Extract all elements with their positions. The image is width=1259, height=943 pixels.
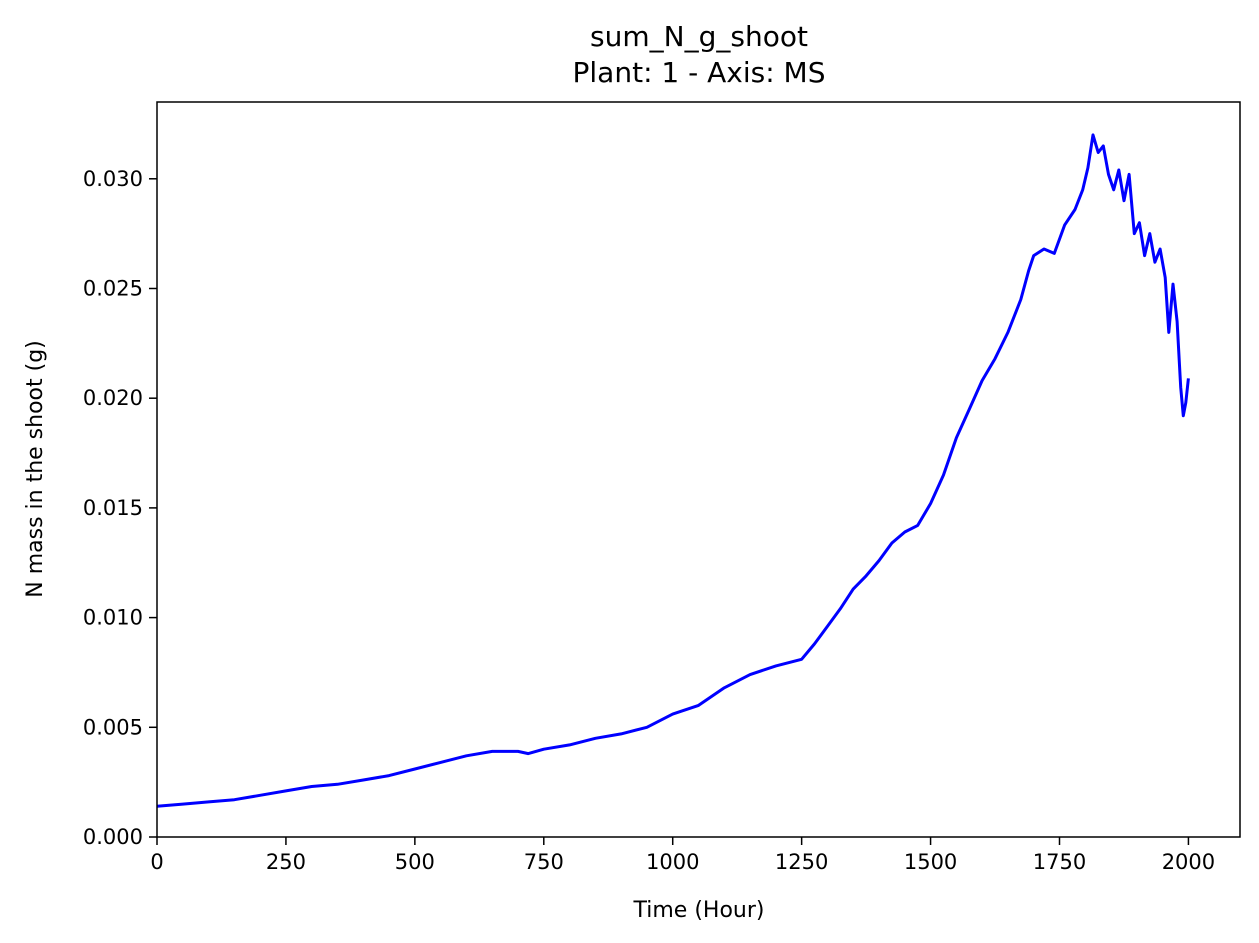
x-tick-label: 1250 [775, 850, 828, 874]
x-tick-label: 750 [524, 850, 564, 874]
y-tick-label: 0.010 [83, 606, 143, 630]
x-axis-ticks: 0 250 500 750 1000 1250 1500 1750 2000 [150, 837, 1215, 874]
x-tick-label: 1000 [646, 850, 699, 874]
chart-subtitle: Plant: 1 - Axis: MS [573, 56, 826, 89]
x-axis-label: Time (Hour) [633, 898, 765, 923]
x-tick-label: 250 [266, 850, 306, 874]
x-tick-label: 1750 [1033, 850, 1086, 874]
y-tick-label: 0.015 [83, 496, 143, 520]
y-tick-label: 0.000 [83, 825, 143, 849]
chart-title: sum_N_g_shoot [590, 20, 808, 53]
x-tick-label: 0 [150, 850, 163, 874]
plot-frame [156, 101, 1241, 838]
x-tick-label: 2000 [1162, 850, 1215, 874]
x-tick-label: 500 [395, 850, 435, 874]
y-tick-label: 0.025 [83, 276, 143, 300]
y-tick-label: 0.030 [83, 167, 143, 191]
x-tick-label: 1500 [904, 850, 957, 874]
y-axis-label: N mass in the shoot (g) [23, 340, 48, 598]
series-line [156, 133, 1190, 808]
y-tick-label: 0.005 [83, 715, 143, 739]
y-axis-ticks: 0.000 0.005 0.010 0.015 0.020 0.025 0.030 [83, 167, 157, 849]
y-tick-label: 0.020 [83, 386, 143, 410]
